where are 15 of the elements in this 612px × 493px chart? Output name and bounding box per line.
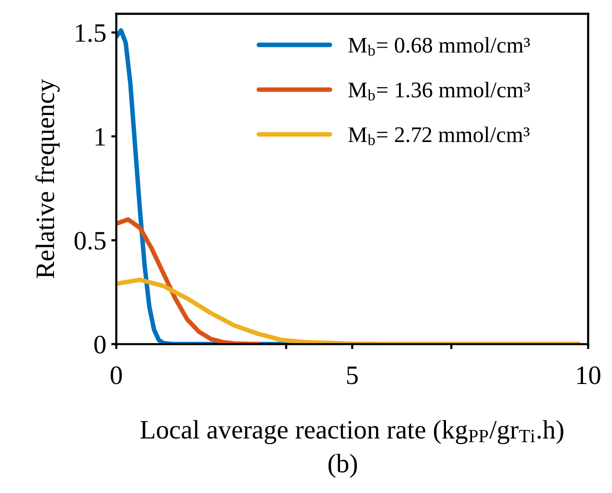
y-axis-title: Relative frequency (35, 79, 60, 278)
y-tick-label: 0 (94, 336, 106, 354)
x-tick-label: 10 (577, 366, 600, 384)
legend-label: M$_{b}$= 1.36 mmol/cm³ (348, 82, 530, 100)
y-tick-label: 1 (96, 128, 105, 146)
x-tick-label: 5 (347, 366, 358, 384)
y-tick-label: 0.5 (74, 232, 106, 250)
line-series (116, 277, 581, 344)
legend-label: M$_{b}$= 2.72 mmol/cm³ (348, 126, 530, 146)
y-tick-label: 1.5 (76, 24, 106, 42)
text: (b) (328, 454, 357, 478)
line-series (116, 217, 260, 344)
x-axis-title: Local average reaction rate (kg$_{PP}$/gr$_{Ti}$.h) (140, 420, 564, 444)
x-tick-label: 0 (110, 366, 122, 384)
legend-label: M$_{b}$= 0.68 mmol/cm³ (348, 37, 530, 56)
